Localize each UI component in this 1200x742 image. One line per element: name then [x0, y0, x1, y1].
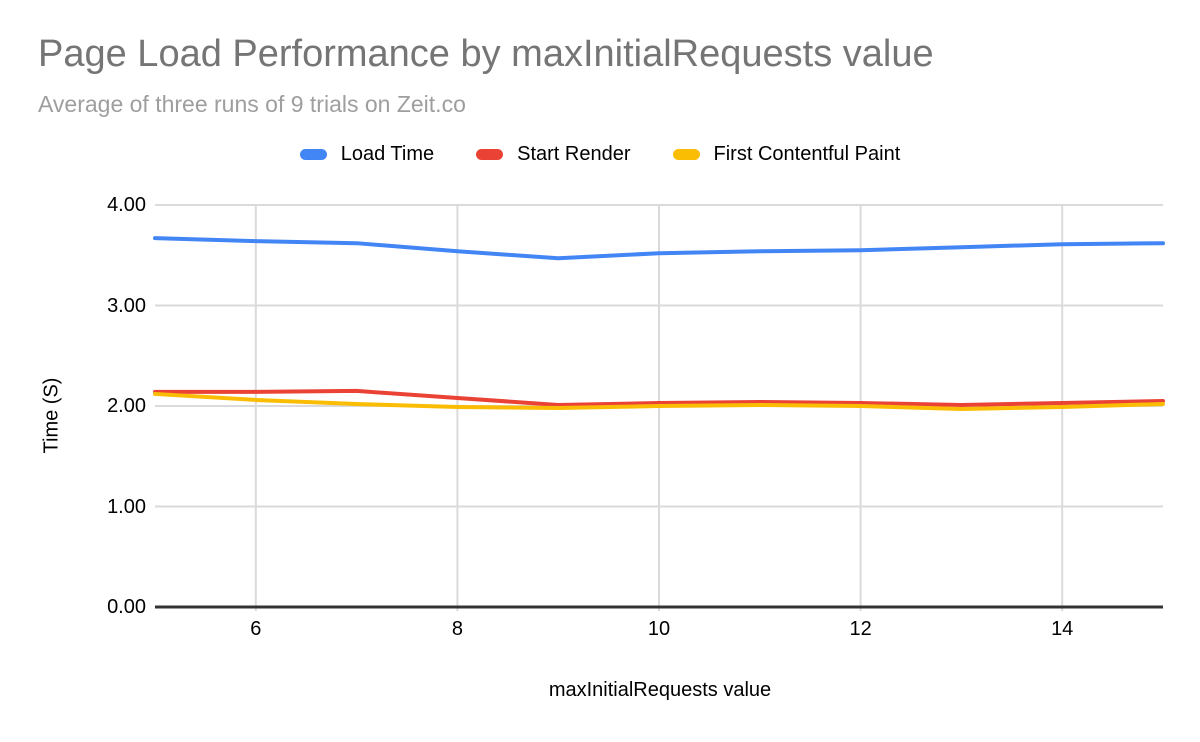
legend: Load Time Start Render First Contentful … — [0, 143, 1200, 166]
y-tick-label: 3.00 — [107, 294, 146, 317]
legend-label-first-contentful-paint: First Contentful Paint — [713, 143, 901, 165]
load-time-line — [153, 236, 1165, 261]
legend-item-start-render: Start Render — [476, 143, 631, 166]
chart-subtitle: Average of three runs of 9 trials on Zei… — [38, 91, 466, 117]
y-tick-label: 1.00 — [107, 495, 146, 518]
start-render-line — [153, 388, 1165, 407]
legend-label-load-time: Load Time — [340, 143, 435, 165]
x-axis-title: maxInitialRequests value — [548, 679, 772, 701]
x-tick-label: 12 — [849, 618, 872, 640]
legend-label-start-render: Start Render — [517, 143, 631, 165]
y-tick-label: 4.00 — [107, 194, 146, 216]
chart-title: Page Load Performance by maxInitialReque… — [38, 33, 934, 75]
legend-swatch-first-contentful-paint-icon — [672, 149, 700, 160]
x-tick-label: 6 — [250, 618, 262, 640]
x-tick-label: 10 — [647, 618, 671, 640]
first-contentful-paint-line — [153, 391, 1165, 412]
legend-swatch-start-render-icon — [476, 149, 504, 160]
plot-area — [153, 204, 1165, 611]
x-tick-label: 14 — [1051, 618, 1074, 640]
legend-item-first-contentful-paint: First Contentful Paint — [672, 143, 901, 166]
y-tick-label: 0.00 — [107, 596, 146, 618]
legend-swatch-load-time-icon — [299, 149, 327, 160]
y-tick-label: 2.00 — [107, 395, 146, 417]
legend-item-load-time: Load Time — [299, 143, 435, 166]
x-tick-label: 8 — [451, 618, 463, 640]
